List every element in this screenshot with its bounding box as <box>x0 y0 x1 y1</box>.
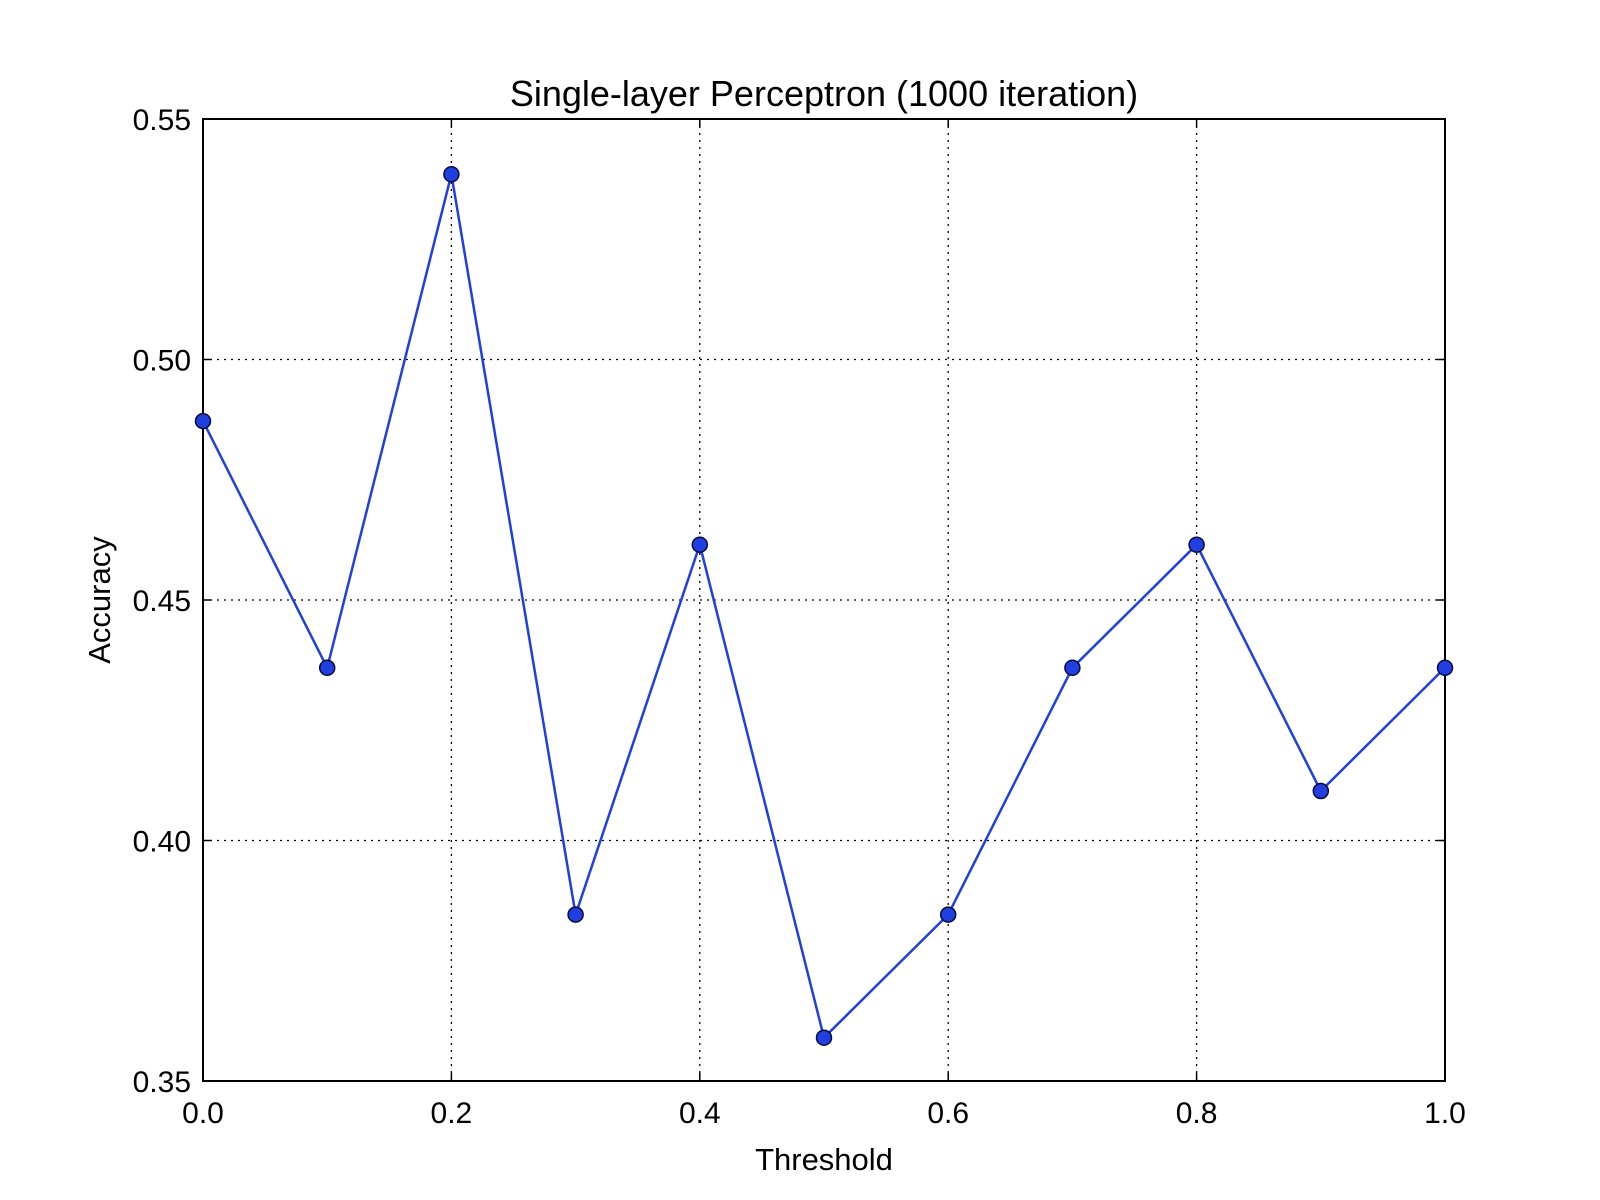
y-tick-label: 0.40 <box>133 826 191 859</box>
data-point <box>1312 782 1330 800</box>
data-point <box>1436 659 1454 677</box>
data-point <box>691 536 709 553</box>
x-tick-label: 0.4 <box>679 1097 721 1130</box>
x-tick-label: 0.0 <box>182 1097 224 1130</box>
y-axis-label: Accuracy <box>82 536 117 664</box>
x-tick-label: 1.0 <box>1424 1097 1466 1130</box>
x-tick-label: 0.6 <box>927 1097 969 1130</box>
plot-area-frame <box>202 118 1446 1082</box>
data-point <box>318 659 336 677</box>
data-point <box>567 906 584 923</box>
chart-title: Single-layer Perceptron (1000 iteration) <box>510 73 1138 114</box>
x-tick-label: 0.2 <box>431 1097 473 1130</box>
data-point <box>194 412 212 430</box>
x-axis-label: Threshold <box>755 1142 893 1177</box>
data-point <box>443 166 460 183</box>
y-tick-labels: 0.35 0.40 0.45 0.50 0.55 <box>133 104 191 1099</box>
data-point <box>939 906 957 923</box>
y-tick-label: 0.45 <box>133 585 191 618</box>
x-tick-labels: 0.0 0.2 0.4 0.6 0.8 1.0 <box>182 1097 1466 1130</box>
data-point <box>815 1029 833 1046</box>
y-tick-label: 0.55 <box>133 104 191 137</box>
data-series <box>194 166 1454 1046</box>
data-point <box>1064 659 1081 677</box>
y-tick-label: 0.50 <box>133 345 191 378</box>
y-tick-label: 0.35 <box>133 1066 191 1099</box>
x-tick-label: 0.8 <box>1176 1097 1218 1130</box>
data-point <box>1188 536 1205 553</box>
